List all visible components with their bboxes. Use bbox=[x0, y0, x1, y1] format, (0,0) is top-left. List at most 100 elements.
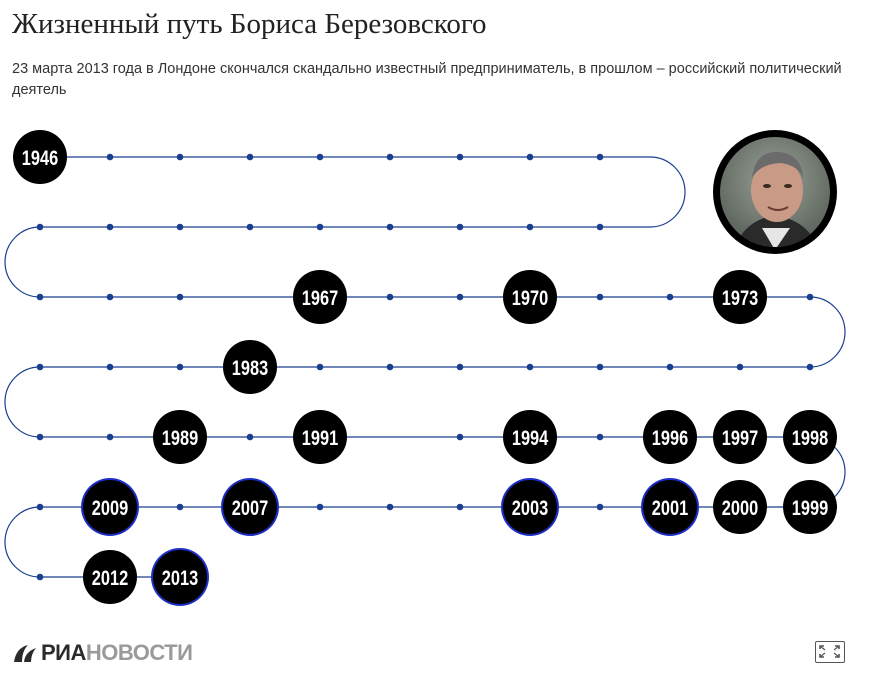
timeline-dot bbox=[806, 293, 814, 301]
year-node-circle bbox=[713, 270, 767, 324]
year-node-2000[interactable]: 2000 bbox=[713, 480, 767, 534]
fullscreen-button[interactable] bbox=[815, 641, 845, 663]
timeline-dot bbox=[106, 153, 114, 161]
year-node-1999[interactable]: 1999 bbox=[783, 480, 837, 534]
portrait-photo bbox=[713, 130, 837, 254]
timeline-dot bbox=[526, 153, 534, 161]
timeline-dot bbox=[456, 223, 464, 231]
year-node-circle bbox=[643, 480, 697, 534]
year-node-circle bbox=[783, 410, 837, 464]
year-node-2009[interactable]: 2009 bbox=[81, 478, 139, 536]
timeline-dot bbox=[456, 363, 464, 371]
timeline-dot bbox=[596, 503, 604, 511]
year-label: 1996 bbox=[652, 426, 688, 449]
timeline-dot bbox=[456, 153, 464, 161]
year-label: 1991 bbox=[302, 426, 338, 449]
year-node-2003[interactable]: 2003 bbox=[501, 478, 559, 536]
year-label: 1998 bbox=[792, 426, 828, 449]
year-node-circle bbox=[83, 480, 137, 534]
timeline-dot bbox=[386, 293, 394, 301]
year-label: 1994 bbox=[512, 426, 549, 449]
year-label: 2000 bbox=[722, 496, 758, 519]
timeline-dots bbox=[36, 153, 814, 581]
page-subtitle: 23 марта 2013 года в Лондоне скончался с… bbox=[12, 61, 842, 98]
ria-logo-icon bbox=[14, 645, 36, 662]
year-label: 2012 bbox=[92, 566, 128, 589]
year-label: 1983 bbox=[232, 356, 268, 379]
timeline-dot bbox=[36, 503, 44, 511]
year-node-2012[interactable]: 2012 bbox=[83, 550, 137, 604]
timeline-dot bbox=[456, 433, 464, 441]
timeline-dot bbox=[316, 503, 324, 511]
timeline-dot bbox=[176, 153, 184, 161]
year-node-circle bbox=[153, 550, 207, 604]
year-node-1989[interactable]: 1989 bbox=[153, 410, 207, 464]
year-label: 1989 bbox=[162, 426, 198, 449]
timeline-dot bbox=[106, 293, 114, 301]
timeline-dot bbox=[666, 293, 674, 301]
timeline-dot bbox=[596, 153, 604, 161]
year-node-1996[interactable]: 1996 bbox=[643, 410, 697, 464]
timeline-dot bbox=[386, 363, 394, 371]
year-node-circle bbox=[643, 410, 697, 464]
timeline-dot bbox=[106, 223, 114, 231]
year-node-circle bbox=[503, 270, 557, 324]
fullscreen-icon bbox=[819, 645, 840, 658]
year-nodes: 1946 1967 1970 1973 1983 1989 1991 1994 1996 1997… bbox=[13, 130, 837, 606]
year-label: 1973 bbox=[722, 286, 758, 309]
timeline-dot bbox=[386, 153, 394, 161]
year-node-1946[interactable]: 1946 bbox=[13, 130, 67, 184]
timeline-dot bbox=[386, 223, 394, 231]
timeline-dot bbox=[36, 573, 44, 581]
year-node-circle bbox=[13, 130, 67, 184]
year-node-1998[interactable]: 1998 bbox=[783, 410, 837, 464]
year-label: 2001 bbox=[652, 496, 688, 519]
logo-ria-text: РИА bbox=[41, 640, 86, 665]
year-node-circle bbox=[223, 340, 277, 394]
year-node-1994[interactable]: 1994 bbox=[503, 410, 557, 464]
timeline-dot bbox=[246, 223, 254, 231]
timeline-dot bbox=[36, 363, 44, 371]
year-label: 2009 bbox=[92, 496, 128, 519]
timeline-dot bbox=[36, 433, 44, 441]
year-node-circle bbox=[503, 410, 557, 464]
timeline-dot bbox=[666, 363, 674, 371]
timeline-dot bbox=[316, 363, 324, 371]
timeline-path bbox=[4, 156, 846, 578]
year-node-2001[interactable]: 2001 bbox=[641, 478, 699, 536]
year-node-circle bbox=[293, 270, 347, 324]
timeline-dot bbox=[176, 293, 184, 301]
timeline-dot bbox=[456, 293, 464, 301]
year-node-1997[interactable]: 1997 bbox=[713, 410, 767, 464]
year-node-circle bbox=[83, 550, 137, 604]
year-node-2007[interactable]: 2007 bbox=[221, 478, 279, 536]
timeline-dot bbox=[106, 363, 114, 371]
year-node-circle bbox=[293, 410, 347, 464]
year-label: 1946 bbox=[22, 146, 58, 169]
year-label: 2013 bbox=[162, 566, 198, 589]
timeline-dot bbox=[806, 363, 814, 371]
timeline-dot bbox=[386, 503, 394, 511]
timeline-dot bbox=[316, 153, 324, 161]
timeline-dot bbox=[596, 223, 604, 231]
year-label: 1967 bbox=[302, 286, 338, 309]
year-node-1973[interactable]: 1973 bbox=[713, 270, 767, 324]
timeline-dot bbox=[526, 363, 534, 371]
year-node-circle bbox=[503, 480, 557, 534]
timeline-dot bbox=[246, 153, 254, 161]
year-label: 2007 bbox=[232, 496, 268, 519]
logo-novosti-text: НОВОСТИ bbox=[85, 640, 193, 665]
timeline-dot bbox=[596, 293, 604, 301]
year-node-1991[interactable]: 1991 bbox=[293, 410, 347, 464]
timeline-dot bbox=[596, 433, 604, 441]
year-node-circle bbox=[713, 480, 767, 534]
page-title: Жизненный путь Бориса Березовского bbox=[12, 8, 487, 40]
timeline-dot bbox=[106, 433, 114, 441]
year-label: 2003 bbox=[512, 496, 548, 519]
year-node-1970[interactable]: 1970 bbox=[503, 270, 557, 324]
year-node-1983[interactable]: 1983 bbox=[223, 340, 277, 394]
timeline-dot bbox=[36, 223, 44, 231]
year-node-2013[interactable]: 2013 bbox=[151, 548, 209, 606]
year-node-1967[interactable]: 1967 bbox=[293, 270, 347, 324]
